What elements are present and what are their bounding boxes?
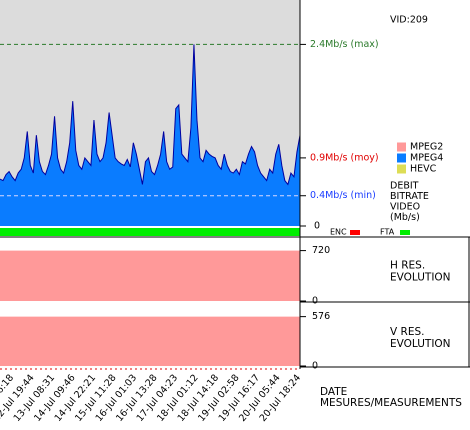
panel-title: EVOLUTION	[390, 272, 451, 284]
status-bar	[0, 228, 300, 236]
legend-label: MPEG4	[410, 153, 443, 164]
x-axis-label: MESURES/MEASUREMENTS	[320, 397, 462, 409]
resolution-bar	[0, 250, 300, 301]
y-axis-label: VIDEO	[390, 202, 420, 213]
status-swatch	[350, 230, 360, 235]
bitrate-area	[0, 44, 300, 227]
panel-title: H RES.	[390, 260, 425, 272]
y-tick-label-min: 0.4Mb/s (min)	[310, 190, 376, 201]
legend-swatch	[397, 142, 406, 152]
y-axis-label: BITRATE	[390, 191, 429, 202]
y-tick-label: 0	[312, 296, 318, 307]
y-axis-label: (Mb/s)	[390, 212, 420, 223]
y-tick-label-mean: 0.9Mb/s (moy)	[310, 152, 379, 163]
y-tick-label: 720	[312, 245, 330, 256]
panel-title: EVOLUTION	[390, 338, 451, 350]
y-tick-label: 576	[312, 311, 330, 322]
x-axis-label: DATE	[320, 386, 347, 398]
legend-swatch	[397, 164, 406, 174]
legend-swatch	[397, 153, 406, 163]
y-axis-label: DEBIT	[390, 181, 419, 192]
status-label: ENC	[330, 228, 347, 237]
vid-label: VID:209	[390, 15, 428, 26]
resolution-bar	[0, 316, 300, 366]
status-swatch	[400, 230, 410, 235]
panel-title: V RES.	[390, 326, 424, 338]
status-label: FTA	[380, 228, 395, 237]
y-tick-label-zero: 0	[314, 221, 320, 232]
legend-label: MPEG2	[410, 142, 443, 153]
legend-label: HEVC	[410, 164, 437, 175]
bitrate-line	[0, 44, 301, 186]
y-tick-label-max: 2.4Mb/s (max)	[310, 39, 379, 50]
y-tick-label: 0	[312, 361, 318, 372]
